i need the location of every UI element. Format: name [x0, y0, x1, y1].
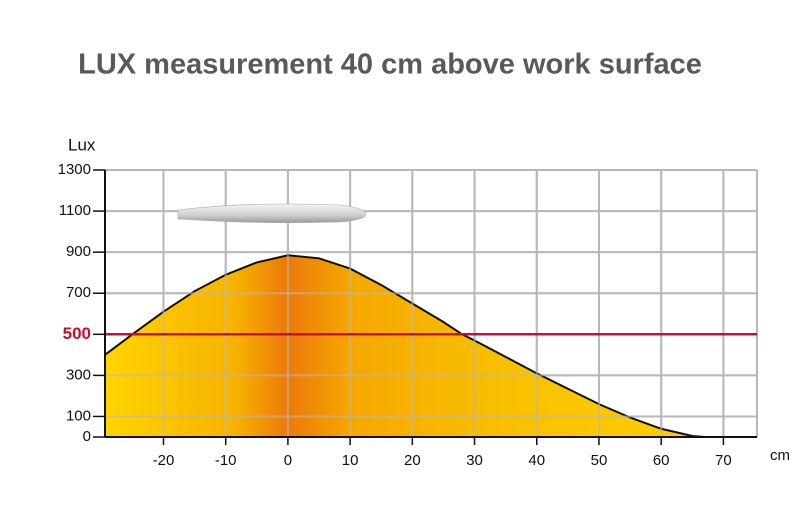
- y-tick-label: 1100: [59, 202, 91, 219]
- y-tick-label: 1300: [58, 161, 91, 178]
- x-tick-label: -10: [215, 452, 237, 469]
- x-tick-label: 10: [342, 452, 359, 469]
- y-tick-label: 300: [66, 366, 91, 383]
- x-tick-label: 70: [715, 452, 732, 469]
- x-tick-label: 20: [404, 452, 421, 469]
- y-axis-label: Lux: [68, 135, 96, 154]
- y-tick-label: 700: [66, 284, 91, 301]
- y-tick-label: 0: [83, 428, 91, 445]
- x-tick-label: 30: [466, 452, 483, 469]
- y-tick-label: 900: [66, 243, 91, 260]
- curve: [104, 254, 705, 438]
- y-tick-label: 100: [66, 407, 91, 424]
- x-tick-label: -20: [153, 452, 175, 469]
- y-tick-label: 500: [63, 324, 91, 343]
- x-tick-label: 0: [284, 452, 292, 469]
- lamp-icon: [177, 203, 367, 223]
- x-tick-label: 60: [653, 452, 670, 469]
- x-axis-label: cm: [770, 447, 790, 464]
- chart-title: LUX measurement 40 cm above work surface: [78, 49, 702, 81]
- area: [105, 255, 705, 437]
- x-tick-label: 40: [528, 452, 545, 469]
- x-tick-label: 50: [591, 452, 608, 469]
